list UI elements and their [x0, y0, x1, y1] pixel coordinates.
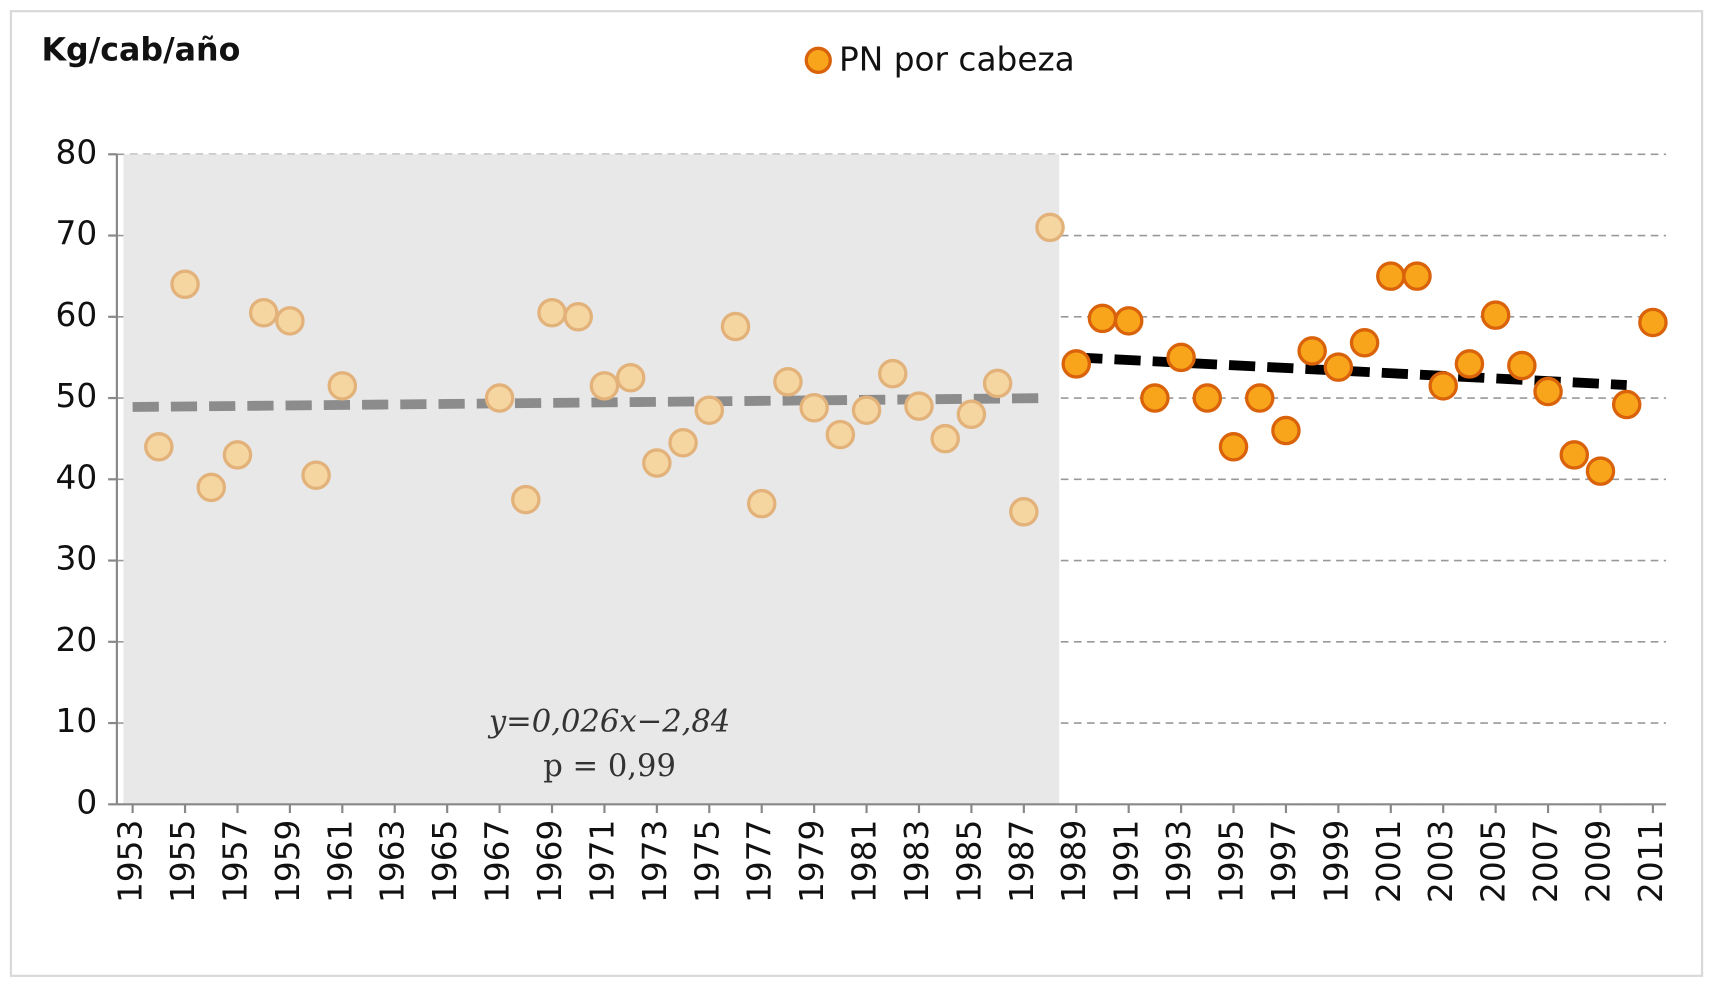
data-point	[1559, 440, 1590, 470]
x-tick-label: 2011	[1632, 820, 1670, 903]
data-point	[878, 358, 908, 389]
data-point	[1638, 307, 1668, 338]
y-tick-label: 80	[56, 133, 98, 171]
data-point	[1035, 212, 1065, 243]
shaded-region	[123, 154, 1060, 805]
data-point	[563, 302, 593, 332]
y-tick-label: 0	[76, 783, 97, 821]
data-point	[1087, 303, 1118, 334]
y-tick-label: 60	[56, 296, 98, 334]
data-point	[1507, 350, 1537, 381]
data-point	[1454, 349, 1485, 379]
data-point	[904, 391, 934, 421]
x-tick-label: 2003	[1422, 820, 1460, 903]
data-point	[773, 367, 803, 397]
x-tick-label: 1995	[1213, 820, 1251, 903]
x-tick-label: 1989	[1055, 820, 1093, 903]
x-tick-label: 1971	[583, 820, 621, 903]
data-point	[248, 297, 279, 328]
data-point	[1271, 415, 1301, 446]
x-tick-label: 1973	[636, 820, 674, 903]
data-point	[1402, 261, 1432, 291]
x-tick-label: 1985	[950, 820, 988, 903]
x-tick-label: 1987	[1003, 820, 1041, 903]
data-point	[327, 371, 358, 401]
data-point	[1585, 456, 1616, 486]
x-tick-label: 1975	[688, 820, 726, 903]
x-tick-label: 1979	[793, 820, 831, 903]
data-point	[301, 460, 331, 490]
x-tick-label: 1963	[374, 820, 412, 903]
x-tick-label: 2001	[1370, 820, 1408, 903]
data-point	[1218, 432, 1249, 462]
y-tick-label: 40	[56, 458, 98, 496]
data-point	[144, 432, 174, 462]
x-tick-label: 1957	[216, 820, 254, 903]
data-point	[1349, 328, 1380, 358]
data-point	[982, 368, 1013, 399]
data-point	[720, 311, 751, 342]
data-point	[1611, 389, 1642, 420]
annotation: p = 0,99	[543, 749, 676, 784]
x-tick-label: 1993	[1160, 820, 1198, 903]
y-tick-label: 70	[56, 215, 98, 253]
data-point	[694, 395, 725, 425]
data-point	[1428, 371, 1458, 401]
x-tick-label: 1953	[112, 820, 150, 903]
y-tick-label: 30	[56, 540, 98, 578]
data-point	[799, 393, 829, 423]
data-point	[1140, 383, 1170, 413]
data-point	[275, 306, 305, 336]
data-point	[825, 419, 856, 450]
legend-marker	[804, 46, 832, 74]
data-point	[851, 395, 882, 425]
data-point	[615, 362, 646, 393]
legend-label: PN por cabeza	[839, 40, 1075, 78]
data-point	[1297, 336, 1327, 366]
data-point	[1113, 306, 1144, 336]
x-tick-label: 2007	[1527, 820, 1565, 903]
y-tick-label: 50	[56, 377, 98, 415]
data-point	[1376, 261, 1406, 291]
y-axis-label: Kg/cab/año	[42, 33, 241, 69]
data-point	[537, 297, 567, 328]
data-point	[930, 423, 960, 454]
data-point	[1533, 376, 1563, 407]
data-point	[1192, 383, 1223, 413]
data-point	[484, 383, 515, 413]
data-point	[196, 472, 227, 503]
x-tick-label: 1997	[1265, 820, 1303, 903]
data-point	[956, 399, 987, 430]
x-tick-label: 1961	[321, 820, 359, 903]
data-point	[1480, 300, 1511, 330]
x-tick-label: 2005	[1475, 820, 1513, 903]
data-point	[1009, 497, 1039, 527]
x-tick-label: 2009	[1579, 820, 1617, 903]
x-tick-label: 1991	[1108, 820, 1146, 903]
data-point	[746, 488, 777, 519]
data-point	[1061, 349, 1092, 379]
x-tick-label: 1967	[479, 820, 517, 903]
y-tick-label: 20	[56, 621, 98, 659]
data-point	[1244, 383, 1275, 413]
data-point	[1166, 342, 1196, 373]
x-tick-label: 1955	[164, 820, 202, 903]
x-tick-label: 1977	[741, 820, 779, 903]
x-tick-label: 1999	[1317, 820, 1355, 903]
data-point	[642, 448, 672, 478]
data-point	[222, 440, 253, 470]
y-tick-label: 10	[56, 702, 98, 740]
data-point	[589, 371, 620, 401]
x-tick-label: 1959	[269, 820, 307, 903]
data-point	[170, 269, 200, 300]
x-tick-label: 1983	[898, 820, 936, 903]
annotation: y=0,026x−2,84	[487, 704, 730, 739]
x-tick-label: 1969	[531, 820, 569, 903]
data-point	[1323, 352, 1354, 382]
data-point	[668, 427, 698, 458]
data-point	[511, 484, 541, 515]
x-tick-label: 1965	[426, 820, 464, 903]
x-tick-label: 1981	[846, 820, 884, 903]
